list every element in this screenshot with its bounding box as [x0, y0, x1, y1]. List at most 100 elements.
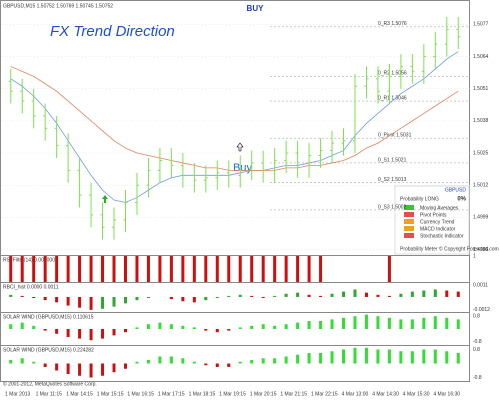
badge — [404, 205, 414, 210]
histogram-bar — [342, 349, 346, 364]
histogram-bar — [284, 356, 288, 364]
histogram-bar — [204, 296, 208, 301]
moving-average — [10, 51, 459, 203]
histogram-bar — [296, 322, 300, 329]
histogram-bar — [433, 289, 437, 297]
pivot-label: 0_R1 1.5046 — [378, 95, 407, 101]
histogram-bar — [387, 317, 391, 329]
histogram-bar — [55, 296, 59, 303]
time-label: 1 Mar 20:15 — [250, 391, 277, 397]
y-tick-label: 0.8 — [473, 347, 480, 353]
histogram-bar — [238, 294, 242, 297]
y-tick-label: 1 — [473, 253, 476, 259]
histogram-bar — [135, 361, 139, 364]
y-tick-label: 0.0011 — [473, 282, 488, 288]
histogram-bar — [20, 295, 24, 297]
histogram-bar — [146, 324, 150, 329]
histogram-bar — [307, 294, 311, 297]
histogram-bar — [78, 256, 82, 282]
histogram-bar — [112, 329, 116, 336]
meter-prob: 0% — [457, 197, 466, 203]
histogram-bar — [250, 256, 254, 282]
histogram-bar — [204, 363, 208, 366]
histogram-bar — [123, 329, 127, 333]
y-tick-label: 1.5064 — [473, 54, 489, 60]
meter-footer: Probability Meter © Copyright Forex-tsd.… — [400, 245, 499, 252]
histogram-bar — [261, 358, 265, 364]
histogram-bar — [353, 316, 357, 329]
probability-meter: GBPUSD Probability LONG 0% Moving Averag… — [394, 185, 499, 255]
y-tick-label: 1.5012 — [473, 183, 489, 189]
histogram-bar — [284, 293, 288, 297]
histogram-bar — [135, 296, 139, 301]
histogram-bar — [169, 296, 173, 300]
histogram-bar — [123, 256, 127, 282]
histogram-bar — [410, 351, 414, 364]
histogram-bar — [319, 295, 323, 297]
histogram-bar — [89, 296, 93, 310]
histogram-bar — [410, 319, 414, 329]
histogram-bar — [307, 256, 311, 282]
y-tick-label: -0.8 — [473, 375, 482, 381]
time-label: 1 Mar 22:15 — [311, 391, 338, 397]
histogram-bar — [78, 296, 82, 308]
histogram-bar — [399, 319, 403, 329]
histogram-bar — [307, 321, 311, 329]
histogram-bar — [20, 256, 24, 282]
badge — [404, 212, 414, 217]
histogram-bar — [307, 353, 311, 364]
histogram-bar — [192, 327, 196, 329]
y-tick-label: 0.8 — [473, 314, 480, 320]
badge — [404, 226, 414, 231]
histogram-bar — [250, 360, 254, 364]
histogram-bar — [296, 292, 300, 297]
pivot-label: 0_Pivot 1.5031 — [378, 133, 412, 139]
up-arrow — [102, 195, 108, 203]
meter-row: MACD Indicator — [420, 226, 456, 232]
histogram-bar — [169, 356, 173, 364]
histogram-bar — [32, 325, 36, 329]
time-label: 4 Mar 15:30 — [403, 391, 430, 397]
histogram-bar — [43, 363, 47, 367]
time-label: 1 Mar 18:15 — [189, 391, 216, 397]
y-tick-label: 1.4986 — [473, 247, 489, 253]
histogram-bar — [215, 329, 219, 333]
histogram-bar — [376, 294, 380, 297]
histogram-bar — [273, 325, 277, 329]
histogram-bar — [422, 290, 426, 297]
histogram-bar — [445, 317, 449, 329]
time-label: 4 Mar 14:30 — [372, 391, 399, 397]
panel-title: SOLAR WIND (GBPUSD,M15) 0.110615 — [3, 314, 94, 320]
histogram-bar — [215, 363, 219, 367]
histogram-bar — [43, 329, 47, 331]
histogram-bar — [9, 324, 13, 329]
histogram-bar — [456, 319, 460, 329]
histogram-bar — [204, 329, 208, 331]
histogram-bar — [364, 292, 368, 297]
histogram-bar — [364, 347, 368, 364]
histogram-bar — [78, 363, 82, 376]
histogram-bar — [342, 291, 346, 297]
histogram-bar — [112, 296, 116, 307]
histogram-bar — [181, 358, 185, 364]
histogram-bar — [101, 296, 105, 309]
time-label: 1 Mar 11:15 — [36, 391, 63, 397]
histogram-bar — [238, 256, 242, 282]
symbol-info: GBPUSD,M15 1.50752 1.50769 1.50745 1.507… — [3, 3, 113, 9]
histogram-bar — [250, 295, 254, 297]
y-tick-label: 1.4999 — [473, 215, 489, 221]
histogram-bar — [20, 358, 24, 364]
time-label: 4 Mar 16:30 — [433, 391, 460, 397]
histogram-bar — [135, 256, 139, 282]
histogram-bar — [399, 293, 403, 297]
histogram-bar — [20, 322, 24, 329]
histogram-bar — [319, 321, 323, 329]
badge — [404, 233, 414, 238]
pivot-label: 0_S1 1.5021 — [378, 157, 407, 163]
histogram-bar — [319, 256, 323, 282]
histogram-bar — [456, 291, 460, 297]
histogram-bar — [146, 296, 150, 299]
histogram-bar — [78, 329, 82, 339]
histogram-bar — [296, 256, 300, 282]
